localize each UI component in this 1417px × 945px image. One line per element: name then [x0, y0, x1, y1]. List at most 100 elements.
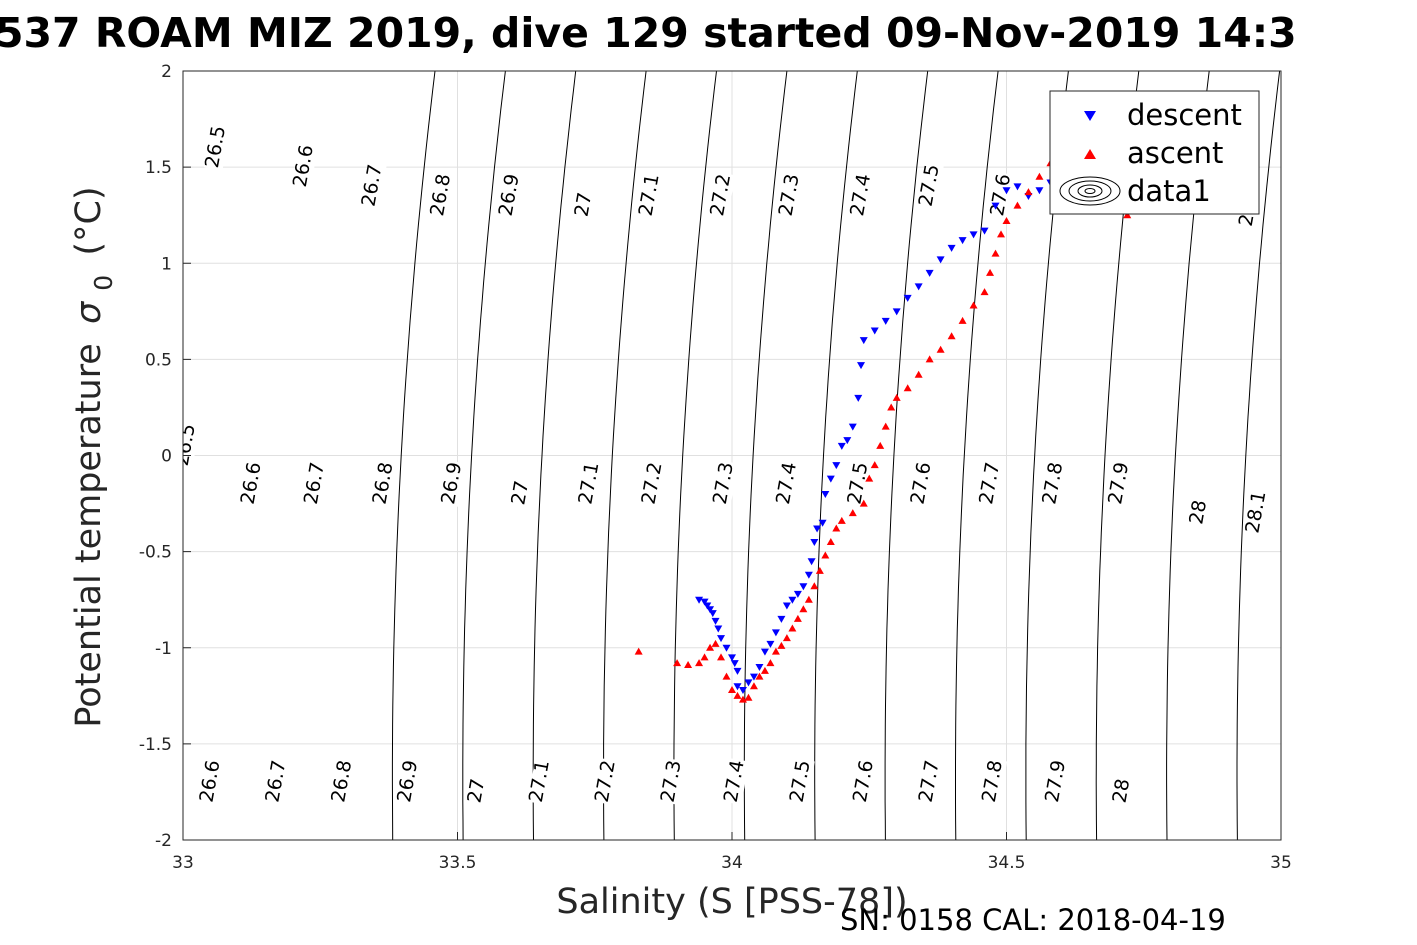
ascent-point	[870, 461, 879, 469]
isopycnal-line	[955, 71, 999, 840]
legend-descent-label: descent	[1127, 98, 1242, 132]
ascent-point	[728, 686, 736, 694]
isopycnal-label: 28	[1108, 777, 1134, 805]
descent-point	[766, 640, 775, 648]
descent-point	[722, 644, 731, 652]
ascent-point	[859, 499, 868, 507]
isopycnal-line	[391, 71, 436, 840]
ascent-point	[634, 647, 643, 655]
descent-point	[799, 583, 808, 591]
legend: descent ascent data1	[1049, 90, 1260, 215]
descent-point	[807, 558, 816, 566]
descent-point	[854, 394, 863, 402]
descent-point	[793, 590, 802, 598]
y-axis-unit: (°C)	[69, 186, 109, 255]
ascent-point	[1035, 172, 1044, 180]
isopycnal-label-group: 27.3	[709, 460, 739, 507]
descent-point	[925, 269, 934, 277]
y-axis-label: Potential temperature	[69, 343, 109, 727]
y-ticks: -2 -1.5 -1 -0.5 0 0.5 1 1.5 2	[139, 62, 191, 851]
x-axis-label: Salinity (S [PSS-78])	[556, 882, 907, 922]
descent-point	[903, 294, 912, 302]
ascent-point	[706, 643, 715, 651]
descent-point	[881, 317, 890, 325]
descent-point	[969, 231, 978, 239]
ascent-point	[771, 647, 780, 655]
ascent-point	[700, 653, 709, 661]
descent-point	[714, 625, 723, 633]
ascent-point	[815, 566, 824, 574]
ascent-point	[760, 666, 769, 674]
descent-point	[782, 602, 791, 610]
descent-point	[708, 610, 717, 618]
isopycnal-label-group: 28	[1108, 767, 1137, 815]
ascent-point	[914, 370, 923, 378]
ascent-point	[738, 695, 747, 703]
descent-point	[843, 437, 852, 445]
descent-point	[755, 663, 764, 671]
descent-point	[777, 615, 786, 623]
chart-title: 537 ROAM MIZ 2019, dive 129 started 09-N…	[0, 9, 1297, 57]
ascent-point	[744, 693, 753, 701]
legend-data1-label: data1	[1127, 174, 1211, 208]
descent-point	[870, 327, 879, 335]
ascent-point	[936, 345, 945, 353]
isopycnal-label-group: 27.4	[772, 460, 802, 507]
isopycnal-line	[532, 71, 577, 840]
isopycnal-label-group: 26.8	[426, 171, 456, 219]
ascent-point	[832, 524, 841, 532]
descent-point	[706, 606, 715, 614]
descent-point	[1002, 187, 1011, 195]
descent-point	[738, 687, 747, 695]
legend-descent-marker	[1084, 111, 1096, 121]
ascent-point	[755, 672, 764, 680]
ascent-point	[925, 355, 934, 363]
descent-point	[818, 519, 827, 527]
descent-point	[947, 244, 956, 252]
x-tick-label: 33	[172, 853, 194, 873]
data-markers	[634, 120, 1132, 703]
y-tick-label: -1.5	[139, 735, 172, 755]
ascent-point	[881, 422, 890, 430]
descent-point	[837, 442, 846, 450]
isopycnal-line	[1236, 71, 1281, 840]
x-tick-label: 35	[1270, 853, 1292, 873]
x-tick-label: 33.5	[439, 853, 477, 873]
ascent-point	[848, 509, 857, 517]
isopycnal-line	[814, 71, 858, 840]
descent-point	[821, 490, 830, 498]
isopycnal-line	[603, 71, 647, 840]
descent-point	[804, 571, 813, 579]
x-tick-label: 34	[721, 853, 743, 873]
y-axis-symbol: σ	[69, 300, 109, 324]
isopycnal-label-group: 27	[463, 767, 491, 815]
isopycnal-label: 27	[507, 479, 533, 507]
descent-point	[730, 660, 739, 668]
ascent-point	[903, 384, 912, 392]
descent-point	[700, 598, 709, 606]
ascent-point	[793, 614, 802, 622]
x-tick-label: 34.5	[988, 853, 1026, 873]
descent-point	[717, 635, 726, 643]
descent-point	[832, 462, 841, 470]
y-tick-label: 0.5	[145, 350, 172, 370]
descent-point	[733, 667, 742, 675]
ascent-point	[969, 301, 978, 309]
y-tick-label: 1.5	[145, 158, 172, 178]
isopycnal-labels: 26.5 26.6 26.7 26.8 26.9 27 27.1 27.2 27.3 27.4 27…	[183, 123, 1271, 815]
descent-point	[771, 629, 780, 637]
descent-point	[813, 525, 822, 533]
ascent-point	[986, 268, 995, 276]
ascent-point	[958, 316, 967, 324]
ascent-point	[722, 672, 731, 680]
descent-point	[703, 602, 712, 610]
descent-point	[991, 202, 1000, 210]
descent-point	[980, 227, 989, 235]
x-ticks: 33 33.5 34 34.5 35	[172, 832, 1292, 873]
descent-point	[857, 362, 866, 370]
descent-point	[760, 648, 769, 656]
isopycnal-line	[884, 71, 929, 840]
ascent-point	[837, 516, 846, 524]
isopycnal-label-group: 27	[507, 469, 535, 517]
